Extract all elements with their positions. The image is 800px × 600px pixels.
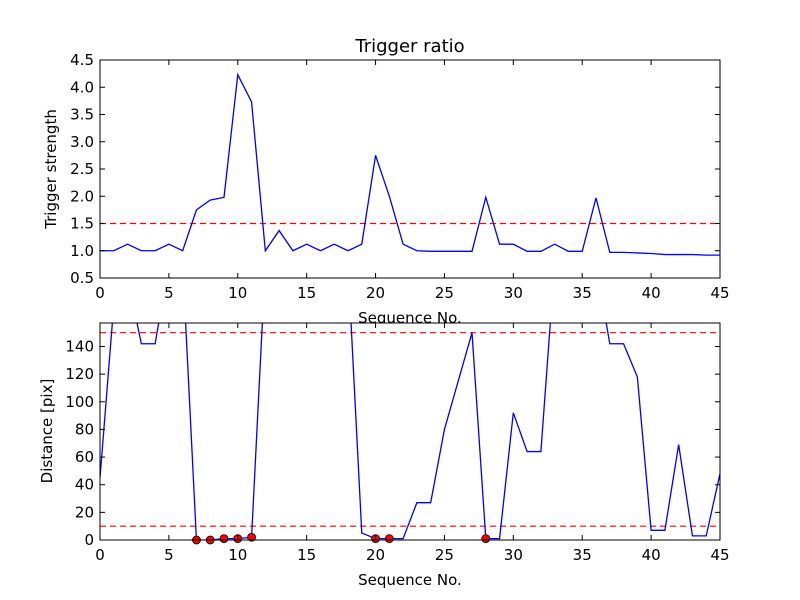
x-tick-label: 45 <box>710 546 729 564</box>
bottom-subplot: 0 5 10 15 20 25 30 35 40 45 0 20 40 60 80 100 120 140 Seq… <box>38 322 730 589</box>
top-y-axis-label: Trigger strength <box>42 109 60 230</box>
top-chart-title: Trigger ratio <box>354 36 464 57</box>
x-tick-label: 10 <box>228 546 247 564</box>
y-tick-label: 60 <box>75 448 94 466</box>
distance-line <box>100 323 720 540</box>
top-axis-ticks: 0 5 10 15 20 25 30 35 40 45 0.5 1.0 1.5 2.0 2.5 3.0 3.5 4… <box>70 51 729 302</box>
trigger-strength-line <box>100 72 720 256</box>
x-tick-label: 25 <box>435 546 454 564</box>
x-tick-label: 10 <box>228 284 247 302</box>
y-tick-label: 4.0 <box>70 78 94 96</box>
y-tick-label: 1.5 <box>70 215 94 233</box>
top-plot-area <box>100 60 720 278</box>
bottom-x-axis-label: Sequence No. <box>358 571 462 589</box>
y-tick-label: 3.5 <box>70 106 94 124</box>
x-tick-label: 45 <box>710 284 729 302</box>
detection-markers <box>192 532 491 545</box>
x-tick-label: 15 <box>297 546 316 564</box>
x-tick-label: 15 <box>297 284 316 302</box>
x-tick-label: 40 <box>642 284 661 302</box>
detection-marker <box>481 534 491 544</box>
x-tick-label: 20 <box>366 546 385 564</box>
y-tick-label: 140 <box>65 337 94 355</box>
y-tick-label: 0.5 <box>70 269 94 287</box>
top-plot-frame <box>99 59 721 279</box>
detection-marker <box>384 534 394 544</box>
y-tick-label: 1.0 <box>70 242 94 260</box>
y-tick-label: 20 <box>75 503 94 521</box>
bottom-plot-frame <box>99 322 721 541</box>
y-tick-label: 80 <box>75 420 94 438</box>
y-tick-label: 3.0 <box>70 133 94 151</box>
y-tick-label: 40 <box>75 476 94 494</box>
detection-marker <box>219 534 229 544</box>
x-tick-label: 40 <box>642 546 661 564</box>
x-tick-label: 5 <box>164 546 174 564</box>
detection-marker <box>247 532 256 542</box>
x-tick-label: 30 <box>504 284 523 302</box>
top-subplot: 0 5 10 15 20 25 30 35 40 45 0.5 1.0 1.5 2.0 2.5 3.0 3.5 4… <box>42 36 730 327</box>
y-tick-label: 2.0 <box>70 187 94 205</box>
x-tick-label: 35 <box>573 546 592 564</box>
x-tick-label: 20 <box>366 284 385 302</box>
x-tick-label: 0 <box>95 284 105 302</box>
x-tick-label: 25 <box>435 284 454 302</box>
x-tick-label: 35 <box>573 284 592 302</box>
y-tick-label: 4.5 <box>70 51 94 69</box>
y-tick-label: 0 <box>84 531 94 549</box>
x-tick-label: 5 <box>164 284 174 302</box>
x-tick-label: 30 <box>504 546 523 564</box>
bottom-y-axis-label: Distance [pix] <box>38 379 56 484</box>
bottom-axis-ticks: 0 5 10 15 20 25 30 35 40 45 0 20 40 60 80 100 120 140 <box>65 323 730 564</box>
bottom-plot-area <box>100 323 720 540</box>
y-tick-label: 100 <box>65 393 94 411</box>
y-tick-label: 2.5 <box>70 160 94 178</box>
x-tick-label: 0 <box>95 546 105 564</box>
y-tick-label: 120 <box>65 365 94 383</box>
